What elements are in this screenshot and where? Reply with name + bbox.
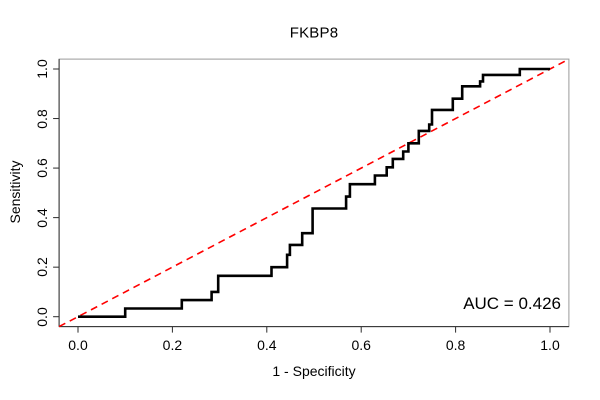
auc-annotation: AUC = 0.426 xyxy=(463,294,561,313)
roc-curve-path xyxy=(78,67,550,319)
chance-diagonal-line xyxy=(58,58,570,328)
x-tick-label: 0.4 xyxy=(257,337,277,353)
x-tick-label: 0.8 xyxy=(445,337,466,353)
plot-title: FKBP8 xyxy=(289,24,339,42)
x-tick-label: 0.0 xyxy=(68,337,88,353)
x-axis-label: 1 - Specificity xyxy=(272,363,356,379)
y-tick-label: 1.0 xyxy=(34,59,50,79)
x-tick-label: 0.6 xyxy=(351,337,371,353)
x-tick-label: 0.2 xyxy=(162,337,183,353)
y-tick-label: 0.6 xyxy=(34,158,50,178)
y-tick-label: 0.2 xyxy=(34,257,50,277)
y-axis-label: Sensitivity xyxy=(7,160,23,224)
x-tick-label: 1.0 xyxy=(540,337,560,353)
y-tick-label: 0.4 xyxy=(34,207,50,228)
y-tick-label: 0.8 xyxy=(34,108,50,129)
y-tick-label: 0.0 xyxy=(34,306,50,327)
